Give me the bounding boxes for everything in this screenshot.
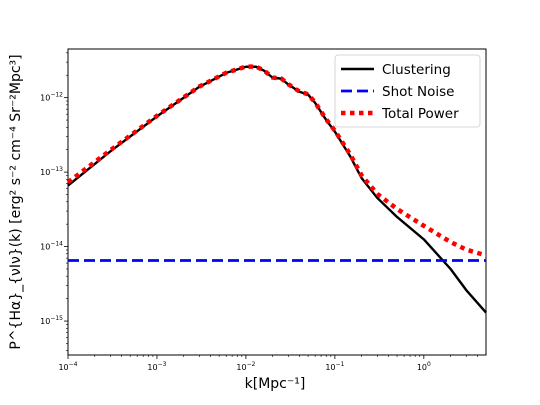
axis-ticks: 10−4 10−3 10−2 10−1 100 10−15 10−14 10−13 10−12 (40, 52, 478, 372)
y-axis-label: P^{Hα}_{νIν}(k) [erg² s⁻² cm⁻⁴ Sr⁻²Mpc³] (8, 54, 24, 349)
x-tick-label: 100 (417, 361, 431, 372)
y-tick-label: 10−15 (40, 315, 63, 326)
y-tick-label: 10−13 (40, 166, 63, 177)
x-tick-label: 10−2 (236, 361, 255, 372)
series-line-2 (66, 64, 487, 258)
legend-label-1: Shot Noise (382, 84, 454, 100)
legend-box (334, 54, 481, 128)
y-tick-label: 10−14 (40, 241, 63, 252)
y-tick-label: 10−12 (40, 92, 63, 103)
series-layer (66, 64, 487, 314)
x-tick-label: 10−3 (147, 361, 166, 372)
legend-label-2: Total Power (381, 106, 459, 122)
x-tick-label: 10−1 (325, 361, 344, 372)
x-axis-label: k[Mpc⁻¹] (245, 376, 306, 392)
legend: Clustering Shot Noise Total Power (334, 54, 481, 128)
x-tick-label: 10−4 (58, 361, 77, 372)
legend-label-0: Clustering (382, 62, 451, 78)
